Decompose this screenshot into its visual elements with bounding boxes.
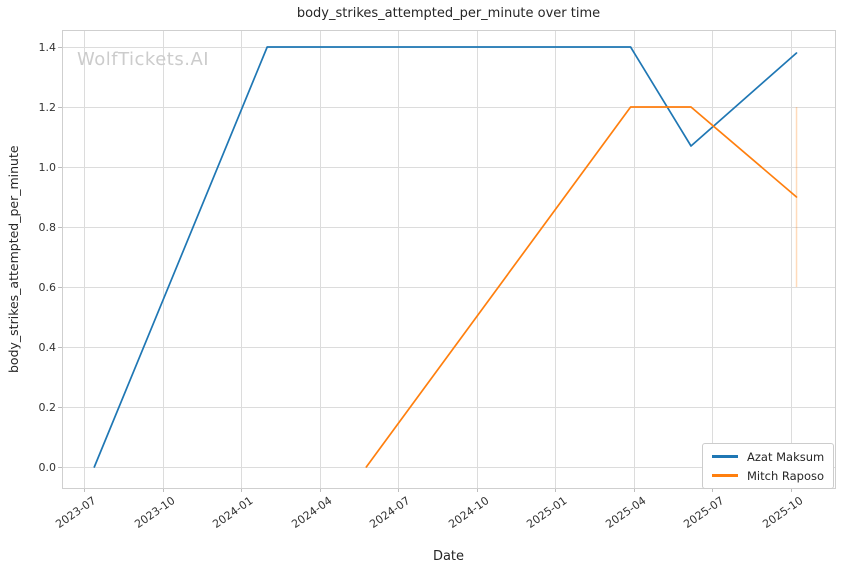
y-tick-label: 0.4 [38, 340, 57, 354]
legend-label: Azat Maksum [747, 449, 825, 464]
legend: Azat Maksum Mitch Raposo [702, 443, 835, 489]
legend-label: Mitch Raposo [747, 468, 825, 483]
y-tick-label: 1.0 [38, 160, 57, 174]
legend-swatch-line-icon [712, 474, 738, 477]
y-axis-label: body_strikes_attempted_per_minute [6, 145, 21, 373]
series-line-azat-maksum [93, 46, 798, 468]
legend-swatch-line-icon [712, 455, 738, 458]
x-axis-label: Date [432, 549, 465, 564]
plot-border [62, 30, 836, 489]
legend-item: Mitch Raposo [712, 468, 824, 483]
watermark: WolfTickets.AI [77, 49, 210, 70]
y-tick-label: 0.0 [38, 460, 57, 474]
y-tick-label: 1.2 [38, 100, 57, 114]
chart-title: body_strikes_attempted_per_minute over t… [296, 6, 601, 21]
y-tick-label: 0.6 [38, 280, 57, 294]
y-tick-label: 1.4 [38, 40, 57, 54]
y-tick-label: 0.8 [38, 220, 57, 234]
legend-item: Azat Maksum [712, 449, 824, 464]
y-tick-label: 0.2 [38, 400, 57, 414]
series-line-mitch-raposo [365, 106, 798, 468]
